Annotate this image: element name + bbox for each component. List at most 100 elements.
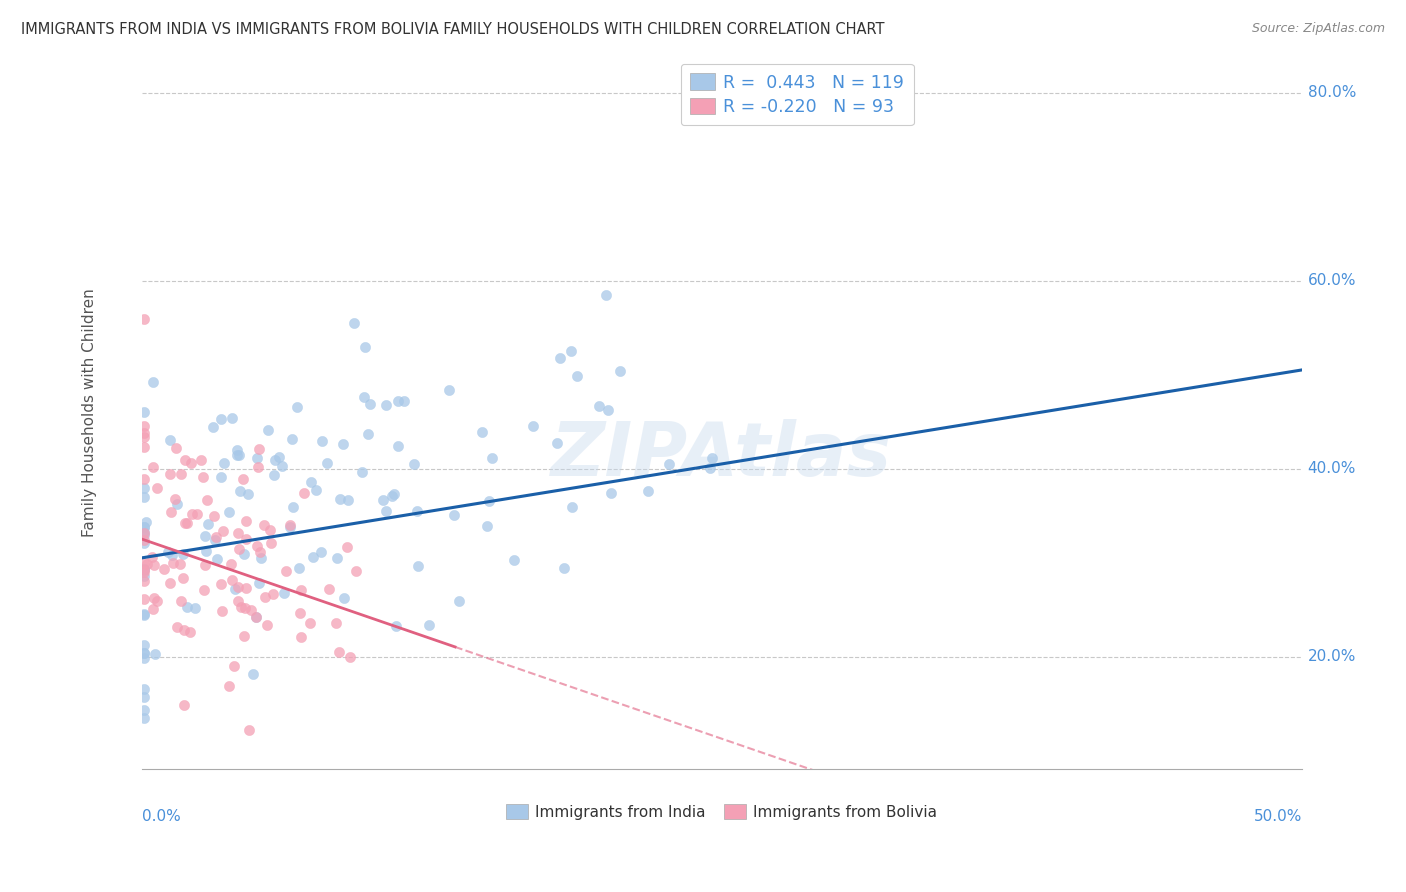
Point: [406, 503, 429, 517]
Point: [142, 376, 165, 390]
Point: [142, 591, 165, 606]
Point: [142, 460, 165, 475]
Point: [195, 544, 218, 558]
Point: [384, 486, 406, 500]
Text: 50.0%: 50.0%: [1254, 808, 1302, 823]
Point: [247, 442, 270, 456]
Point: [195, 493, 218, 508]
Point: [503, 553, 526, 567]
Point: [145, 594, 167, 608]
Point: [197, 516, 219, 531]
Point: [259, 524, 281, 538]
Point: [315, 456, 337, 470]
Point: [260, 536, 283, 550]
Point: [235, 532, 257, 546]
Point: [246, 539, 269, 553]
Point: [159, 467, 181, 482]
Point: [278, 517, 301, 532]
Point: [548, 351, 571, 365]
Text: 0.0%: 0.0%: [142, 808, 180, 823]
Point: [211, 412, 233, 426]
Point: [184, 601, 207, 615]
Point: [180, 456, 202, 470]
Point: [285, 400, 308, 414]
Point: [165, 492, 187, 507]
Point: [134, 562, 156, 576]
Point: [418, 618, 440, 632]
Point: [156, 545, 179, 559]
Point: [249, 550, 271, 565]
Point: [404, 457, 426, 471]
Point: [134, 520, 156, 534]
Point: [560, 344, 582, 359]
Point: [232, 472, 254, 486]
Point: [212, 456, 235, 470]
Point: [245, 609, 267, 624]
Point: [290, 630, 312, 644]
Point: [209, 577, 232, 591]
Point: [134, 565, 156, 579]
Point: [339, 650, 361, 665]
Point: [134, 569, 156, 583]
Point: [325, 615, 347, 630]
Point: [179, 625, 201, 640]
Point: [273, 586, 295, 600]
Point: [134, 430, 156, 444]
Point: [134, 690, 156, 704]
Point: [218, 679, 240, 693]
Point: [274, 564, 297, 578]
Point: [233, 600, 256, 615]
Point: [194, 529, 217, 543]
Point: [160, 505, 183, 519]
Point: [352, 466, 374, 480]
Point: [658, 457, 681, 471]
Point: [221, 411, 243, 425]
Text: Family Households with Children: Family Households with Children: [82, 288, 97, 537]
Point: [134, 524, 156, 539]
Point: [246, 459, 269, 474]
Point: [134, 681, 156, 696]
Point: [134, 425, 156, 440]
Point: [219, 557, 242, 571]
Point: [387, 394, 409, 409]
Point: [522, 419, 544, 434]
Point: [228, 542, 250, 557]
Point: [264, 453, 287, 467]
Point: [162, 556, 184, 570]
Point: [173, 623, 195, 637]
Point: [318, 582, 340, 596]
Point: [229, 483, 252, 498]
Legend: Immigrants from India, Immigrants from Bolivia: Immigrants from India, Immigrants from B…: [501, 798, 943, 826]
Point: [235, 514, 257, 528]
Point: [271, 458, 294, 473]
Point: [246, 451, 269, 466]
Point: [146, 481, 169, 495]
Point: [546, 436, 568, 450]
Point: [249, 545, 271, 559]
Point: [191, 469, 214, 483]
Point: [343, 316, 366, 330]
Point: [194, 558, 217, 573]
Point: [134, 556, 156, 570]
Point: [229, 600, 252, 615]
Point: [226, 443, 249, 458]
Point: [281, 432, 304, 446]
Point: [228, 580, 250, 594]
Point: [181, 507, 204, 521]
Point: [637, 483, 659, 498]
Point: [134, 520, 156, 534]
Point: [699, 461, 721, 475]
Point: [252, 517, 274, 532]
Point: [142, 602, 165, 616]
Point: [134, 564, 156, 578]
Point: [173, 698, 195, 713]
Point: [134, 526, 156, 541]
Point: [201, 419, 224, 434]
Point: [143, 558, 166, 573]
Point: [256, 618, 278, 632]
Point: [134, 574, 156, 588]
Point: [226, 525, 249, 540]
Point: [235, 581, 257, 595]
Point: [134, 591, 156, 606]
Text: 80.0%: 80.0%: [1308, 86, 1355, 100]
